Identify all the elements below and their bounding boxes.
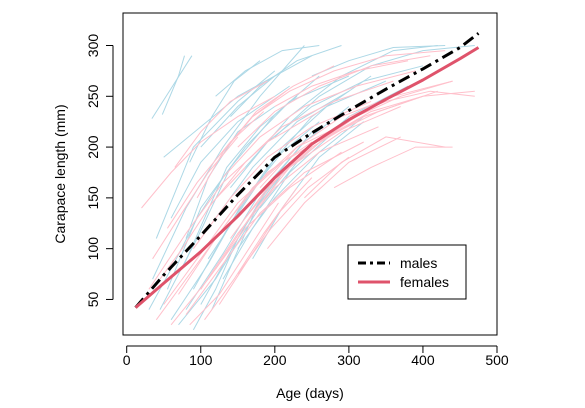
female-track-24 — [152, 136, 239, 260]
x-axis: 0 100 200 300 400 500 — [123, 345, 509, 368]
female-track-13 — [237, 55, 431, 148]
male-track-28 — [230, 45, 342, 117]
female-track-8 — [200, 126, 379, 290]
male-track-29 — [311, 45, 446, 77]
y-tick-label: 150 — [85, 186, 101, 210]
x-axis-label: Age (days) — [276, 385, 344, 401]
female-track-11 — [222, 70, 416, 178]
female-track-30 — [218, 177, 313, 305]
x-tick-label: 0 — [123, 352, 131, 368]
y-tick-label: 200 — [85, 135, 101, 159]
female-track-6 — [185, 141, 364, 315]
female-track-3 — [163, 131, 335, 305]
x-tick-label: 300 — [337, 352, 361, 368]
y-axis-label: Carapace length (mm) — [52, 104, 68, 243]
female-track-19 — [289, 90, 475, 168]
male-track-6 — [170, 121, 320, 321]
y-axis: 50 100 150 200 250 300 — [85, 34, 114, 307]
male-track-1 — [161, 55, 185, 115]
x-tick-label: 100 — [189, 352, 213, 368]
individual-tracks — [141, 45, 475, 331]
female-track-29 — [159, 167, 246, 280]
female-track-18 — [274, 60, 409, 107]
series-line-males — [134, 32, 480, 309]
plot-frame — [122, 12, 498, 336]
male-track-5 — [166, 75, 350, 290]
male-track-17 — [237, 116, 365, 249]
female-track-0 — [141, 95, 276, 209]
female-track-23 — [348, 90, 475, 118]
female-track-17 — [267, 136, 401, 250]
female-track-26 — [174, 80, 268, 168]
female-track-20 — [304, 136, 446, 199]
legend: males females — [347, 244, 467, 300]
y-tick-label: 300 — [85, 34, 101, 58]
female-track-27 — [189, 202, 279, 326]
female-track-1 — [148, 111, 320, 290]
male-track-27 — [181, 95, 298, 270]
male-track-26 — [148, 177, 224, 310]
legend-label-males: males — [400, 255, 437, 271]
female-track-9 — [207, 80, 394, 209]
male-track-3 — [152, 45, 305, 280]
female-track-33 — [237, 156, 350, 275]
male-track-14 — [215, 90, 350, 219]
x-tick-label: 400 — [411, 352, 435, 368]
female-track-21 — [319, 80, 453, 143]
male-track-0 — [151, 55, 193, 119]
female-track-22 — [333, 146, 453, 189]
male-track-20 — [215, 45, 320, 97]
x-tick-label: 500 — [485, 352, 509, 368]
female-track-25 — [166, 111, 265, 229]
y-tick-label: 250 — [85, 84, 101, 108]
male-track-31 — [189, 60, 261, 163]
male-track-16 — [230, 65, 424, 189]
male-track-11 — [163, 75, 276, 158]
y-tick-label: 50 — [85, 291, 101, 307]
mean-lines — [134, 32, 480, 309]
female-track-5 — [178, 121, 350, 295]
legend-label-females: females — [400, 274, 449, 290]
male-track-12 — [170, 85, 290, 219]
x-tick-label: 200 — [263, 352, 287, 368]
legend-box — [347, 244, 467, 300]
male-track-19 — [200, 55, 313, 148]
female-track-4 — [170, 151, 342, 326]
female-track-32 — [196, 90, 287, 199]
y-tick-label: 100 — [85, 237, 101, 261]
female-track-7 — [192, 100, 372, 249]
female-track-15 — [252, 50, 446, 118]
series-line-females — [134, 46, 480, 309]
